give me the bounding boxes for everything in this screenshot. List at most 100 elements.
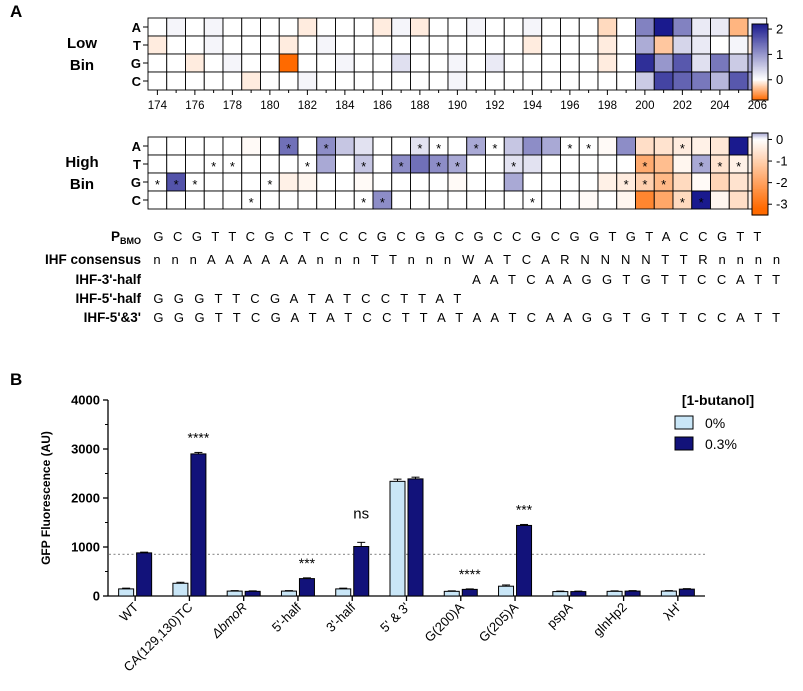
position-tick-label: 202 xyxy=(673,100,692,112)
x-tick-label: 5'-half xyxy=(269,599,305,635)
heat-cell xyxy=(241,17,261,37)
colorbar-tick-label: -2 xyxy=(776,175,788,190)
bar-butanol xyxy=(353,546,370,597)
heat-cell xyxy=(560,17,580,37)
colorbar-step xyxy=(752,195,768,198)
heat-cell xyxy=(522,17,543,37)
heat-cell xyxy=(185,35,205,55)
heat-cell xyxy=(166,154,186,174)
seq-row-label: IHF consensus xyxy=(45,252,141,267)
position-tick-label: 204 xyxy=(710,100,730,112)
heat-cell xyxy=(653,154,674,174)
significance-label: *** xyxy=(516,501,533,517)
heat-cell xyxy=(578,154,599,174)
heat-cell xyxy=(635,17,655,37)
heat-cell xyxy=(503,17,524,37)
colorbar-step xyxy=(752,137,768,140)
heat-cell xyxy=(410,154,430,174)
colorbar-step xyxy=(752,191,768,194)
colorbar-step xyxy=(752,75,768,78)
heat-cell xyxy=(297,53,318,73)
colorbar-step xyxy=(752,56,768,59)
heat-cell xyxy=(653,71,674,91)
heat-cell xyxy=(672,17,693,37)
heat-cell xyxy=(203,190,224,210)
significance-star: * xyxy=(436,159,441,174)
heat-cell xyxy=(316,172,336,192)
heat-cell xyxy=(391,17,411,37)
bar-butanol xyxy=(461,588,478,597)
seq-string: n n n A A A A A A n n n T T n n n W A T … xyxy=(153,252,780,267)
colorbar-step xyxy=(752,91,768,93)
legend-title: [1-butanol] xyxy=(682,392,754,408)
heat-cell xyxy=(222,172,243,192)
seq-row-label-text: IHF-5'&3' xyxy=(84,310,141,325)
heat-cell xyxy=(241,154,261,174)
colorbar-step xyxy=(752,60,768,63)
heat-cell xyxy=(185,17,205,37)
heat-cell xyxy=(203,71,224,91)
y-tick-label: 4000 xyxy=(71,393,100,408)
heat-cell xyxy=(316,71,336,91)
bar-butanol xyxy=(624,590,641,597)
heat-cell xyxy=(578,35,599,55)
heat-cell xyxy=(503,190,524,210)
heat-cell xyxy=(522,154,543,174)
heat-cell xyxy=(541,71,561,91)
position-tick-label: 198 xyxy=(598,100,617,112)
bar-butanol xyxy=(516,524,533,597)
legend-label: 0.3% xyxy=(705,436,737,452)
heat-cell xyxy=(428,35,449,55)
heat-cell xyxy=(447,172,468,192)
colorbar-step xyxy=(752,135,768,138)
heat-row-label: A xyxy=(132,139,142,154)
seq-string: G G G T T C G A T A T C C T T A T A A T … xyxy=(153,310,780,325)
heat-cell xyxy=(222,190,243,210)
heat-cell xyxy=(653,53,674,73)
heat-cell xyxy=(278,53,299,73)
heat-cell xyxy=(728,136,749,156)
colorbar-step xyxy=(752,187,768,190)
heat-cell xyxy=(728,35,749,55)
colorbar-step xyxy=(752,206,768,209)
heat-cell xyxy=(485,172,505,192)
heat-cell xyxy=(241,53,261,73)
colorbar-step xyxy=(752,62,768,64)
significance-star: * xyxy=(286,141,291,156)
colorbar-step xyxy=(752,68,768,71)
heat-cell xyxy=(522,71,543,91)
y-tick-label: 1000 xyxy=(71,540,100,555)
heat-cell xyxy=(260,35,280,55)
heat-cell xyxy=(353,17,374,37)
x-tick-label: WT xyxy=(116,599,141,624)
heat-cell xyxy=(335,17,355,37)
legend-swatch xyxy=(674,415,694,430)
heat-cell xyxy=(447,35,468,55)
heat-cell xyxy=(391,35,411,55)
heat-cell xyxy=(372,35,393,55)
bar-control xyxy=(226,590,243,597)
heat-cell xyxy=(597,35,618,55)
heat-cell xyxy=(597,154,618,174)
significance-star: * xyxy=(680,141,685,156)
heat-cell xyxy=(728,71,749,91)
heat-cell xyxy=(316,35,336,55)
significance-star: * xyxy=(399,159,404,174)
heat-cell xyxy=(260,136,280,156)
heat-cell xyxy=(616,190,636,210)
significance-label: **** xyxy=(459,566,481,582)
heat-cell xyxy=(710,190,730,210)
colorbar-step xyxy=(752,197,768,200)
heat-cell xyxy=(166,35,186,55)
x-tick-label: 3'-half xyxy=(323,599,359,635)
bar-control xyxy=(118,588,135,597)
heat-cell xyxy=(241,172,261,192)
bar-control xyxy=(172,582,189,597)
colorbar-step xyxy=(752,45,768,48)
heat-cell xyxy=(503,53,524,73)
bar-butanol xyxy=(407,478,424,597)
colorbar-step xyxy=(752,50,768,53)
heat-cell xyxy=(635,136,655,156)
position-tick-label: 206 xyxy=(748,100,767,112)
colorbar-step xyxy=(752,153,768,156)
